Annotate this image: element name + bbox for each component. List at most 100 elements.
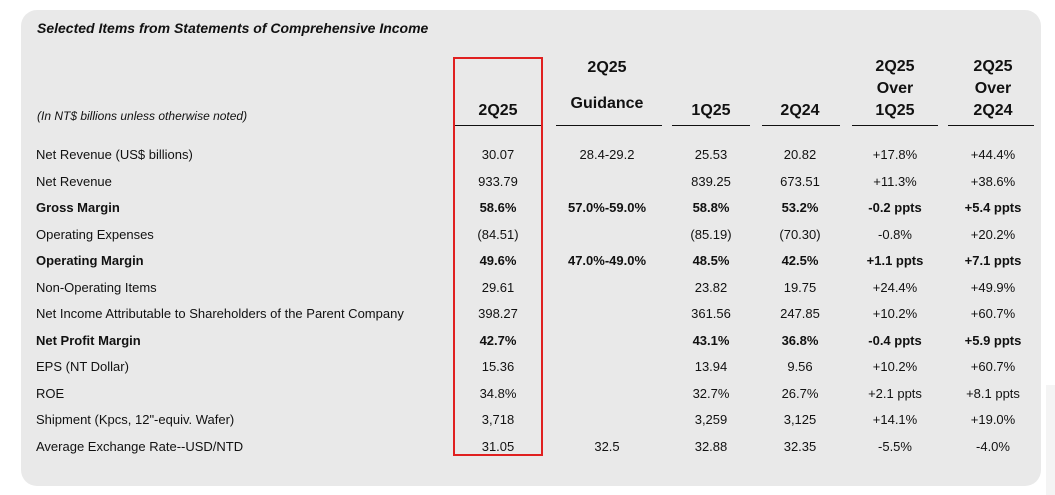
cell-1q25: 48.5% <box>692 253 730 268</box>
cell-1q25: (85.19) <box>690 226 732 242</box>
column-header-line: 2Q25 <box>478 102 518 119</box>
cell-2q25: 49.6% <box>479 253 517 268</box>
cell-2q25-over-2q24: +49.9% <box>970 279 1016 295</box>
cell-2q24: 36.8% <box>781 332 819 348</box>
cell-2q24: 26.7% <box>781 385 819 401</box>
cell-2q25-over-2q24: +5.4 ppts <box>964 200 1022 215</box>
table-title: Selected Items from Statements of Compre… <box>37 20 429 36</box>
table-row: Net Income Attributable to Shareholders … <box>0 301 1055 327</box>
column-header-line: Over <box>876 80 914 97</box>
cell-2q25-over-1q25: +2.1 ppts <box>868 385 922 401</box>
column-header-underline <box>672 125 750 126</box>
cell-2q25-over-2q24: +60.7% <box>970 306 1016 321</box>
cell-2q24: 19.75 <box>783 279 817 295</box>
cell-2q25-over-1q25: -0.4 ppts <box>868 332 922 348</box>
column-header-line: 1Q25 <box>875 102 915 119</box>
cell-2q24: 247.85 <box>780 306 820 321</box>
cell-1q25: 58.8% <box>692 200 730 215</box>
cell-1q25: 361.56 <box>691 306 731 321</box>
cell-2q24: 32.35 <box>783 438 817 454</box>
row-label: Net Revenue <box>36 173 112 189</box>
table-row: Gross Margin 58.6% 57.0%-59.0% 58.8% 53.2% -0… <box>0 195 1055 221</box>
table-row: Average Exchange Rate--USD/NTD 31.05 32.5 3… <box>0 434 1055 460</box>
cell-2q25: 398.27 <box>478 306 518 321</box>
cell-2q25: 29.61 <box>481 279 515 295</box>
cell-2q25-over-2q24: +44.4% <box>970 147 1016 162</box>
cell-2q25: 30.07 <box>481 147 515 162</box>
column-header-2q24: 2Q24 <box>760 100 840 122</box>
cell-2q25-over-1q25: +14.1% <box>872 412 918 427</box>
column-header-2q25: 2Q25 <box>453 100 543 122</box>
row-label: Gross Margin <box>36 200 120 215</box>
column-header-line: Guidance <box>570 95 644 112</box>
cell-2q24: 9.56 <box>787 359 813 374</box>
cell-2q25-guidance: 28.4-29.2 <box>579 147 635 162</box>
cell-2q24: (70.30) <box>779 226 821 242</box>
cell-2q25-over-2q24: +38.6% <box>970 173 1016 189</box>
table-row: Operating Expenses (84.51) (85.19) (70.30) -… <box>0 222 1055 248</box>
column-header-1q25: 1Q25 <box>671 100 751 122</box>
row-label: Net Revenue (US$ billions) <box>36 147 193 162</box>
column-header-line: 2Q25 <box>875 58 915 75</box>
column-header-underline <box>556 125 662 126</box>
cell-2q25-over-2q24: +7.1 ppts <box>964 253 1022 268</box>
cell-2q25-over-2q24: +19.0% <box>970 412 1016 427</box>
cell-2q25-over-1q25: +10.2% <box>872 306 918 321</box>
cell-1q25: 32.88 <box>694 438 728 454</box>
cell-2q25-over-1q25: +10.2% <box>872 359 918 374</box>
row-label: Non-Operating Items <box>36 279 157 295</box>
cell-2q25-over-2q24: +60.7% <box>970 359 1016 374</box>
cell-1q25: 43.1% <box>692 332 730 348</box>
column-header-underline <box>948 125 1034 126</box>
column-header-2q25-over-1q25: 2Q25 Over 1Q25 <box>850 56 940 122</box>
cell-1q25: 25.53 <box>694 147 728 162</box>
cell-2q25: 42.7% <box>479 332 517 348</box>
column-header-line: 1Q25 <box>691 102 731 119</box>
column-header-line: 2Q24 <box>973 102 1013 119</box>
cell-2q25-over-2q24: +5.9 ppts <box>964 332 1022 348</box>
row-label: EPS (NT Dollar) <box>36 359 129 374</box>
column-header-line: Over <box>974 80 1012 97</box>
row-label: Operating Expenses <box>36 226 154 242</box>
column-header-2q25-guidance: 2Q25 Guidance <box>557 50 657 122</box>
cell-2q24: 42.5% <box>781 253 819 268</box>
cell-2q25-over-1q25: +17.8% <box>872 147 918 162</box>
column-header-underline <box>762 125 840 126</box>
row-label: Net Income Attributable to Shareholders … <box>36 306 404 321</box>
column-header-underline <box>852 125 938 126</box>
cell-2q24: 3,125 <box>783 412 817 427</box>
row-label: Net Profit Margin <box>36 332 141 348</box>
cell-2q25-over-2q24: -4.0% <box>976 438 1010 454</box>
table-card <box>21 10 1041 486</box>
table-row: Shipment (Kpcs, 12"-equiv. Wafer) 3,718 3,… <box>0 407 1055 433</box>
cell-2q24: 53.2% <box>781 200 819 215</box>
cell-2q25-guidance: 32.5 <box>594 438 620 454</box>
cell-2q25: 34.8% <box>479 385 517 401</box>
cell-2q25: 15.36 <box>481 359 515 374</box>
cell-1q25: 13.94 <box>694 359 728 374</box>
cell-1q25: 3,259 <box>694 412 728 427</box>
column-header-line: 2Q25 <box>587 59 627 76</box>
cell-1q25: 32.7% <box>692 385 730 401</box>
table-row: ROE 34.8% 32.7% 26.7% +2.1 ppts +8.1 ppts <box>0 381 1055 407</box>
table-row: Operating Margin 49.6% 47.0%-49.0% 48.5% 42.… <box>0 248 1055 274</box>
table-row: EPS (NT Dollar) 15.36 13.94 9.56 +10.2% +60.7… <box>0 354 1055 380</box>
background-grid-fragment <box>1046 385 1055 495</box>
table-row: Net Profit Margin 42.7% 43.1% 36.8% -0.4 ppt… <box>0 328 1055 354</box>
cell-2q25: (84.51) <box>477 226 519 242</box>
current-quarter-highlight-box <box>453 57 543 456</box>
cell-2q25: 58.6% <box>479 200 517 215</box>
cell-2q24: 20.82 <box>783 147 817 162</box>
column-header-underline <box>455 125 541 126</box>
table-row: Net Revenue (US$ billions) 30.07 28.4-29.2… <box>0 142 1055 168</box>
cell-1q25: 839.25 <box>691 173 731 189</box>
row-label: Average Exchange Rate--USD/NTD <box>36 438 244 454</box>
column-header-line: 2Q24 <box>780 102 820 119</box>
cell-2q25-over-1q25: +24.4% <box>872 279 918 295</box>
cell-2q25-over-2q24: +8.1 ppts <box>966 385 1020 401</box>
cell-2q25-over-1q25: -0.8% <box>878 226 912 242</box>
cell-2q25-over-1q25: +11.3% <box>873 173 917 189</box>
cell-2q25-over-1q25: -0.2 ppts <box>868 200 922 215</box>
column-header-2q25-over-2q24: 2Q25 Over 2Q24 <box>948 56 1038 122</box>
cell-2q25-guidance: 47.0%-49.0% <box>567 253 647 268</box>
